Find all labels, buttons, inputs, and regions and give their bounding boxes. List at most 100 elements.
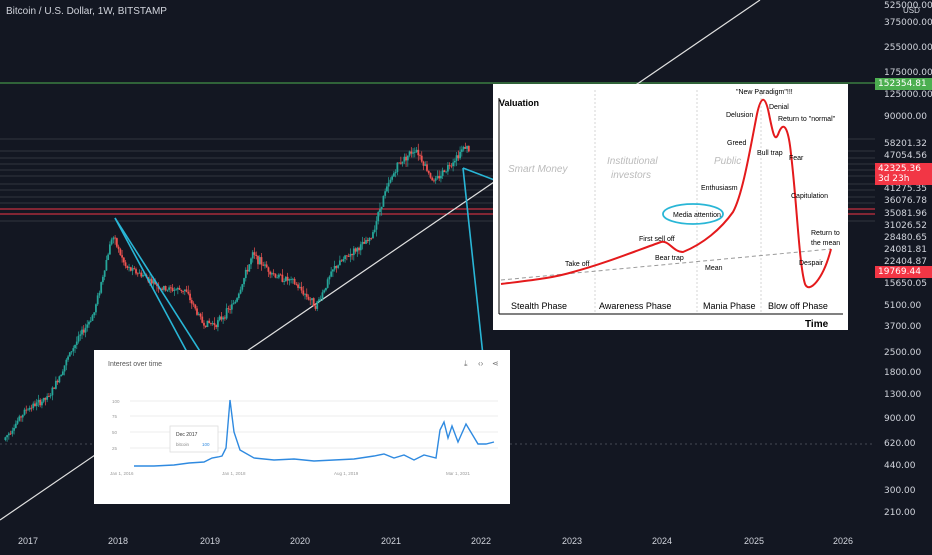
candle-body [386, 186, 388, 192]
cycle-annotation: Greed [727, 140, 747, 147]
candle-body [230, 304, 233, 310]
candle-body [319, 298, 322, 300]
candle-body [297, 284, 299, 288]
cycle-xlabel: Time [805, 319, 829, 330]
candle-body [161, 288, 164, 290]
cycle-annotation: Enthusiasm [701, 185, 738, 192]
price-tick-label: 90000.00 [884, 112, 927, 122]
candle-body [65, 359, 68, 366]
candle-body [21, 414, 24, 418]
candle-body [166, 289, 169, 291]
candle-body [135, 269, 137, 274]
candle-body [453, 160, 456, 163]
market-cycle-chart: Valuation Time Smart Money Institutional inv… [493, 84, 848, 330]
candle-body [220, 316, 223, 320]
cycle-curve [500, 98, 832, 289]
candle-body [354, 248, 357, 252]
candle-body [77, 335, 80, 342]
candle-body [91, 315, 94, 321]
candle-body [352, 248, 355, 256]
phase-label: Mania Phase [703, 301, 756, 311]
candle-body [459, 151, 461, 159]
candle-body [110, 239, 113, 245]
candle-body [396, 162, 399, 173]
cycle-annotation: the mean [811, 240, 840, 247]
candle-body [387, 182, 390, 187]
candle-body [234, 301, 237, 304]
candle-body [307, 296, 310, 300]
candle-body [257, 255, 259, 265]
candle-body [16, 420, 19, 424]
arrow-to-trends-panel [114, 217, 188, 353]
candle-body [321, 292, 324, 299]
phase-label: Blow off Phase [768, 301, 828, 311]
cycle-annotation: First sell off [639, 236, 675, 243]
tooltip-value: 100 [202, 442, 210, 447]
cycle-annotation: Bear trap [655, 255, 684, 262]
candle-body [35, 402, 38, 407]
countdown-badge: 3d 23h [875, 173, 932, 185]
candle-body [345, 255, 348, 257]
candle-body [46, 396, 49, 400]
candle-body [126, 266, 129, 269]
candle-body [163, 286, 165, 290]
candle-body [410, 151, 413, 154]
candle-body [128, 267, 130, 269]
price-tick-label: 375000.00 [884, 18, 932, 28]
candle-body [422, 161, 425, 166]
candle-body [41, 401, 43, 406]
candle-body [67, 356, 69, 360]
year-tick-label: 2024 [651, 536, 673, 546]
cycle-annotation: "New Paradigm"!!! [736, 89, 793, 96]
candle-body [330, 271, 333, 277]
price-tick-label: 255000.00 [884, 43, 932, 53]
candle-body [293, 278, 296, 284]
candle-body [223, 317, 226, 319]
candle-body [424, 164, 427, 166]
candle-body [338, 260, 341, 266]
candle-body [460, 149, 463, 152]
section-label: investors [611, 170, 651, 181]
candle-body [279, 274, 282, 276]
candle-body [222, 317, 225, 320]
price-tick-label: 28480.65 [884, 233, 927, 243]
tooltip-label: bitcoin [176, 442, 190, 447]
candle-body [115, 238, 118, 247]
candle-body [281, 274, 284, 282]
candle-body [34, 403, 36, 407]
candle-body [347, 256, 350, 257]
candle-body [168, 287, 171, 290]
embed-icon: ‹› [478, 359, 484, 368]
current-price-badge: 19769.44 [875, 266, 932, 278]
candle-body [149, 278, 151, 282]
candle-body [142, 274, 144, 277]
candle-body [124, 262, 127, 267]
price-tick-label: 31026.52 [884, 221, 927, 231]
candle-body [89, 320, 92, 322]
candle-body [455, 155, 458, 161]
candle-body [356, 247, 359, 252]
cycle-annotation: Media attention [673, 212, 721, 219]
cycle-annotation: Mean [705, 265, 723, 272]
red-price-badge: 42325.36 [875, 163, 932, 174]
price-tick-label: 1800.00 [884, 368, 922, 378]
candle-body [467, 145, 470, 152]
price-tick-label: 175000.00 [884, 68, 932, 78]
candle-body [18, 416, 21, 421]
trends-x-tick: Jan 1, 2016 [110, 471, 134, 476]
candle-body [384, 191, 387, 196]
candle-body [136, 273, 139, 275]
trends-tooltip [169, 425, 219, 453]
candle-body [171, 287, 174, 291]
candle-body [359, 244, 362, 251]
trends-y-tick: 100 [112, 399, 120, 404]
candle-body [54, 380, 57, 389]
candle-body [251, 252, 254, 259]
candle-body [215, 325, 218, 328]
year-tick-label: 2023 [561, 536, 583, 546]
candle-body [6, 435, 8, 438]
candle-body [326, 279, 329, 288]
candle-body [88, 321, 90, 325]
trends-title: Interest over time [108, 361, 162, 368]
